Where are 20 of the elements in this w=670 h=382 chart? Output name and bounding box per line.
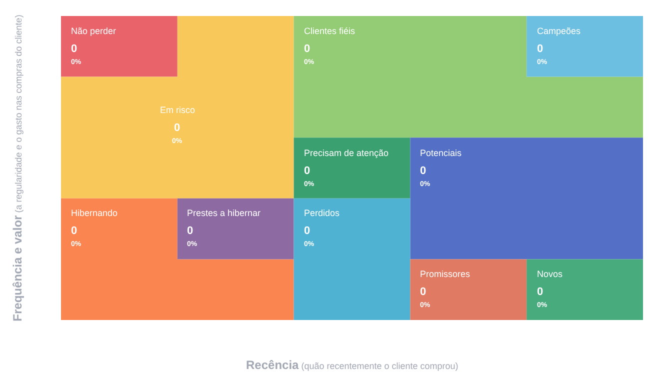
category-label: Em risco xyxy=(160,105,196,115)
category-label: Hibernando xyxy=(71,208,118,218)
category-label: Prestes a hibernar xyxy=(187,208,261,218)
data-label: 0 xyxy=(187,225,194,237)
data-label: 0 xyxy=(174,122,180,134)
data-label: 0 xyxy=(71,225,78,237)
data-label: 0 xyxy=(537,286,544,298)
category-label: Perdidos xyxy=(304,208,340,218)
category-label: Não perder xyxy=(71,26,116,36)
data-label: 0 xyxy=(420,165,426,177)
data-label: 0 xyxy=(420,286,426,298)
data-label: 0 xyxy=(304,225,310,237)
category-label: Precisam de atenção xyxy=(304,148,389,158)
category-label: Novos xyxy=(537,269,564,279)
category-label: Potenciais xyxy=(420,148,462,158)
data-label: 0 xyxy=(304,165,310,177)
category-label: Promissores xyxy=(420,269,471,279)
text: Recência (quão recentemente o cliente comprou) xyxy=(246,358,458,372)
text: Frequência e valor (a regularidade e o gasto nas compras do cliente) xyxy=(10,14,24,322)
data-label: 0 xyxy=(71,43,78,55)
